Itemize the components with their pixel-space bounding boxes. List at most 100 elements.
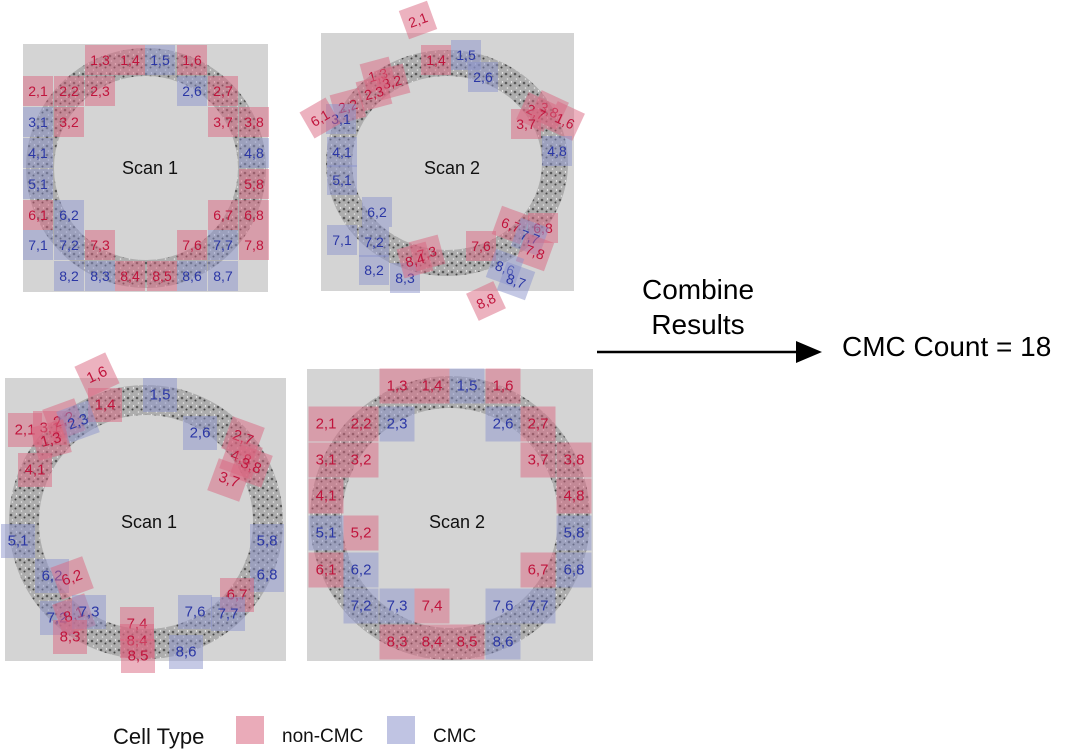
cell-label: 7,2 [59,237,79,253]
cell-label: 5,1 [8,533,29,550]
cell-label: 1,3 [39,429,64,451]
cell-cmc: 5,1 [327,165,357,195]
cell-label: 1,5 [150,387,171,404]
cell-non-cmc: 8,5 [449,624,485,660]
cell-box [449,368,485,404]
cell-label: 6,1 [28,207,48,223]
cell-box [520,442,556,478]
cell-box [466,281,506,321]
cell-label: 8,6 [493,634,514,651]
cell-overlay-group: 1,3 1,4 1,5 1,6 2,1 2,2 2,3 2,6 2,7 3,1 3,2 3,7 3,8 4… [23,45,269,291]
cell-label: 2,3 [90,83,110,99]
cell-box [115,45,145,75]
cell-box [556,478,592,514]
cell-non-cmc: 2,3 [85,76,115,106]
cell-label: 1,6 [493,378,514,395]
cell-box [183,416,217,450]
legend-swatch-cmc [387,716,415,744]
cell-box [54,107,84,137]
cell-cmc: 2,3 [379,406,415,442]
cell-box [85,230,115,260]
cell-box [85,76,115,106]
cell-label: 2,1 [316,416,337,433]
cell-non-cmc: 7,4 [414,588,450,624]
cell-label: 5,8 [244,176,264,192]
cell-label: 6,8 [564,562,585,579]
cell-non-cmc: 6,8 [239,200,269,230]
cell-non-cmc: 3,2 [343,442,379,478]
cell-label: 4,8 [564,488,585,505]
cell-non-cmc: 2,1 [308,406,344,442]
cell-label: 2,2 [59,83,79,99]
cell-non-cmc: 6,7 [520,552,556,588]
cell-box [207,458,251,502]
cell-label: 2,2 [351,416,372,433]
cell-non-cmc: 2,2 [54,76,84,106]
cell-label: 3,2 [351,452,372,469]
cell-box [485,624,521,660]
cell-label: 6,2 [351,562,372,579]
cell-box [239,138,269,168]
cell-overlay-group: 1,3 1,4 1,5 1,6 2,1 2,2 2,3 2,6 2,7 3,1 3,2 3,7 3,8 4… [308,368,592,660]
cell-non-cmc: 8,3 [53,620,87,654]
cell-non-cmc: 6,1 [23,200,53,230]
cell-box [54,76,84,106]
cell-label: 3,8 [564,452,585,469]
cell-box [327,137,357,167]
cell-non-cmc: 1,3 [85,45,115,75]
cell-label: 1,4 [120,52,140,68]
cell-cmc: 2,3 [56,400,100,444]
cell-box [208,76,238,106]
cell-cmc: 7,2 [359,227,389,257]
cell-box [211,597,245,631]
cell-cmc: 1,5 [143,378,177,412]
cell-label: 2,7 [213,83,233,99]
cell-label: 7,6 [471,238,491,254]
cell-non-cmc: 4,1 [18,453,52,487]
cell-box [178,595,212,629]
cell-label: 3,1 [28,114,48,130]
arrow-label-line1: Combine [642,274,754,305]
cell-label: 6,2 [367,204,387,220]
cell-label: 7,3 [387,598,408,615]
cell-box [169,635,203,669]
cell-label: 7,8 [523,241,547,263]
cell-cmc: 6,2 [54,200,84,230]
cell-box [485,368,521,404]
cell-non-cmc: 1,4 [115,45,145,75]
cell-label: 5,1 [316,525,337,542]
cell-box [343,515,379,551]
cell-non-cmc: 1,6 [485,368,521,404]
cell-cmc: 6,8 [556,552,592,588]
cell-box [511,109,541,139]
cell-box [177,76,207,106]
cell-box [1,524,35,558]
cell-box [208,230,238,260]
cell-box [327,165,357,195]
cell-cmc: 2,6 [177,76,207,106]
cell-box [414,624,450,660]
cell-box [23,200,53,230]
cell-cmc: 5,1 [23,169,53,199]
cell-box [54,200,84,230]
cell-box [343,406,379,442]
cell-non-cmc: 1,3 [379,368,415,404]
cell-label: 7,8 [244,237,264,253]
cell-box [308,552,344,588]
cell-label: 1,4 [95,397,116,414]
cell-label: 7,4 [422,598,443,615]
cell-box [177,261,207,291]
cell-box [468,62,498,92]
cell-label: 7,6 [185,604,206,621]
cell-non-cmc: 6,1 [299,97,341,139]
cell-label: 1,6 [553,110,578,133]
cell-box [143,378,177,412]
cell-box [485,406,521,442]
cell-box [177,230,207,260]
cell-non-cmc: 8,4 [414,624,450,660]
cell-label: 8,4 [422,634,443,651]
cell-box [239,200,269,230]
cell-box [379,624,415,660]
cell-cmc: 5,8 [250,524,284,558]
